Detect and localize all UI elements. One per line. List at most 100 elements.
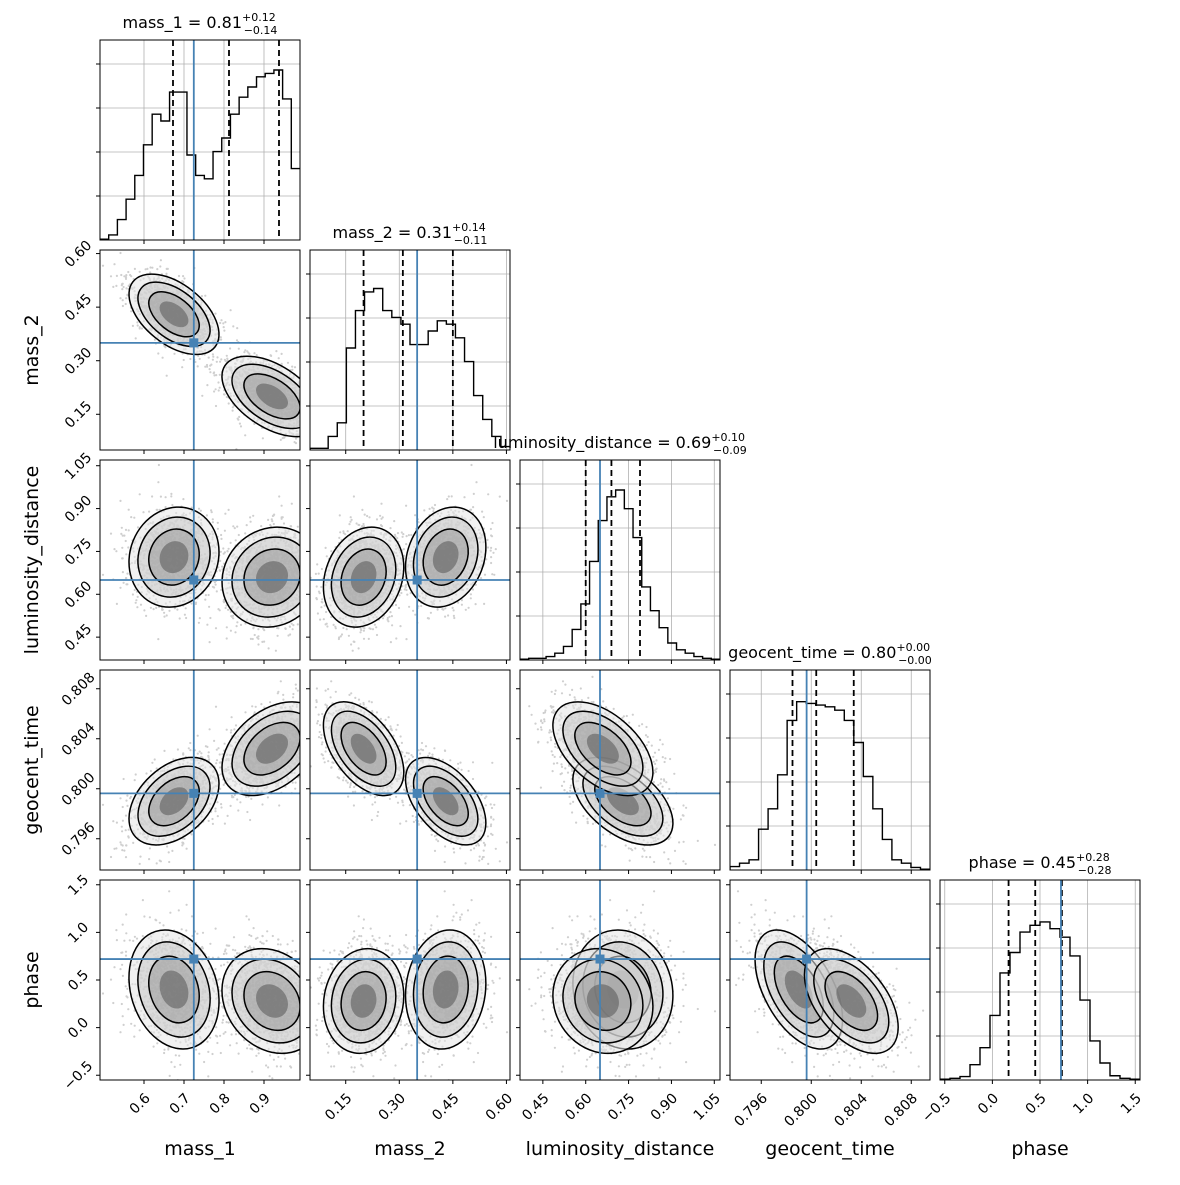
scatter-point: [197, 365, 199, 367]
scatter-point: [219, 361, 221, 363]
scatter-point: [137, 324, 139, 326]
scatter-point: [125, 577, 127, 579]
scatter-point: [198, 622, 200, 624]
y-tick-label: 0.30: [62, 345, 95, 378]
scatter-point: [201, 295, 203, 297]
scatter-point: [253, 352, 255, 354]
scatter-point: [130, 275, 132, 277]
scatter-point: [212, 586, 214, 588]
scatter-point: [184, 614, 186, 616]
scatter-point: [165, 273, 167, 275]
scatter-point: [119, 252, 121, 254]
scatter-point: [139, 271, 141, 273]
scatter-point: [254, 634, 256, 636]
scatter-point: [268, 647, 270, 649]
scatter-point: [228, 509, 230, 511]
scatter-point: [183, 277, 185, 279]
scatter-point: [281, 363, 283, 365]
scatter-point: [160, 259, 162, 261]
scatter-point: [209, 371, 211, 373]
scatter-point: [215, 584, 217, 586]
scatter-point: [125, 553, 127, 555]
scatter-point: [212, 356, 214, 358]
scatter-point: [204, 295, 206, 297]
scatter-point: [236, 327, 238, 329]
panel-plot-area: [100, 460, 343, 660]
scatter-point: [209, 641, 211, 643]
panel-plot-area: [100, 40, 300, 240]
scatter-point: [238, 416, 240, 418]
scatter-point: [110, 533, 112, 535]
scatter-point: [216, 590, 218, 592]
scatter-point: [219, 387, 221, 389]
truth-marker: [189, 338, 198, 347]
scatter-point: [137, 526, 139, 528]
scatter-point: [116, 603, 118, 605]
scatter-point: [216, 356, 218, 358]
scatter-point: [224, 321, 226, 323]
scatter-point: [102, 265, 104, 267]
scatter-point: [178, 275, 180, 277]
scatter-point: [122, 283, 124, 285]
scatter-point: [215, 388, 217, 390]
histogram-mass_1: [100, 70, 300, 240]
scatter-point: [300, 416, 302, 418]
scatter-point: [291, 503, 293, 505]
scatter-point: [122, 557, 124, 559]
scatter-point: [294, 366, 296, 368]
scatter-point: [278, 495, 280, 497]
scatter-point: [291, 366, 293, 368]
scatter-point: [271, 520, 273, 522]
scatter-point: [167, 268, 169, 270]
scatter-point: [119, 297, 121, 299]
scatter-point: [218, 389, 220, 391]
scatter-point: [145, 268, 147, 270]
scatter-point: [208, 606, 210, 608]
scatter-point: [289, 625, 291, 627]
scatter-point: [224, 530, 226, 532]
scatter-point: [133, 517, 135, 519]
scatter-point: [115, 550, 117, 552]
scatter-point: [121, 547, 123, 549]
scatter-point: [261, 641, 263, 643]
scatter-point: [220, 336, 222, 338]
scatter-point: [156, 268, 158, 270]
scatter-point: [145, 615, 147, 617]
scatter-point: [135, 599, 137, 601]
panel-title-mass_1: mass_1 = 0.81+0.12−0.14: [123, 11, 278, 37]
scatter-point: [142, 511, 144, 513]
panel-luminosity_distance-vs-mass_1: 0.450.600.750.901.05: [62, 450, 343, 664]
scatter-point: [208, 594, 210, 596]
scatter-point: [119, 587, 121, 589]
scatter-point: [140, 604, 142, 606]
scatter-point: [160, 496, 162, 498]
scatter-point: [121, 527, 123, 529]
scatter-point: [240, 425, 242, 427]
scatter-point: [137, 596, 139, 598]
scatter-point: [115, 285, 117, 287]
scatter-point: [226, 358, 228, 360]
scatter-point: [130, 310, 132, 312]
scatter-point: [300, 410, 302, 412]
scatter-point: [206, 514, 208, 516]
scatter-point: [132, 325, 134, 327]
scatter-point: [234, 631, 236, 633]
scatter-point: [139, 493, 141, 495]
scatter-point: [212, 518, 214, 520]
scatter-point: [206, 384, 208, 386]
scatter-point: [220, 339, 222, 341]
scatter-point: [221, 566, 223, 568]
scatter-point: [290, 525, 292, 527]
scatter-point: [217, 381, 219, 383]
scatter-point: [273, 514, 275, 516]
scatter-point: [208, 357, 210, 359]
scatter-point: [230, 630, 232, 632]
scatter-point: [136, 606, 138, 608]
scatter-point: [151, 267, 153, 269]
scatter-point: [273, 523, 275, 525]
panel-title-mass_2: mass_2 = 0.31+0.14−0.11: [333, 221, 488, 247]
panel-mass_2-vs-mass_1: 0.150.300.450.60: [62, 238, 336, 454]
scatter-point: [123, 582, 125, 584]
scatter-point: [168, 610, 170, 612]
